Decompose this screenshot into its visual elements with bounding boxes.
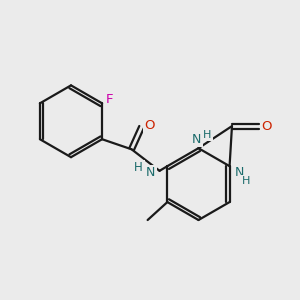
Text: H: H bbox=[203, 130, 211, 140]
Text: N: N bbox=[192, 133, 201, 146]
Text: H: H bbox=[242, 176, 250, 186]
Text: O: O bbox=[144, 119, 155, 132]
Text: H: H bbox=[134, 161, 143, 175]
Text: N: N bbox=[146, 166, 155, 179]
Text: F: F bbox=[106, 93, 114, 106]
Text: N: N bbox=[235, 166, 244, 179]
Text: O: O bbox=[262, 120, 272, 133]
